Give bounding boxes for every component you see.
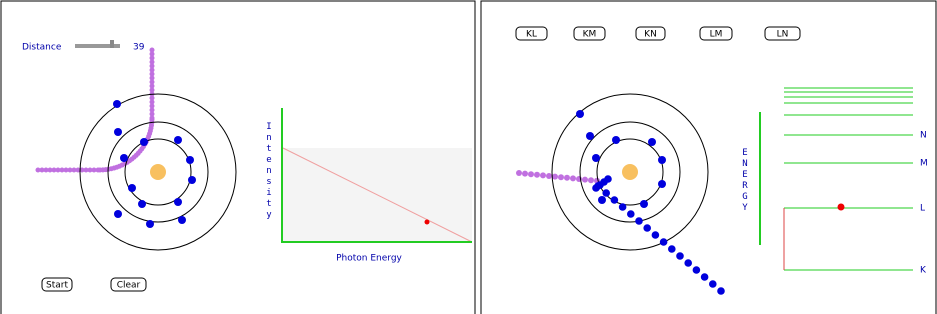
electron-marker	[838, 204, 845, 211]
button[interactable]: Start	[42, 278, 72, 291]
nucleus	[622, 164, 638, 180]
button-label[interactable]: Start	[46, 281, 68, 291]
emitted-electron	[684, 259, 692, 267]
slider-thumb[interactable]	[110, 40, 114, 48]
button-label[interactable]: LN	[777, 30, 789, 40]
electron	[114, 210, 122, 218]
electron	[146, 220, 154, 228]
photon-trail	[516, 170, 522, 176]
level-label: M	[920, 159, 928, 169]
photon-trail	[564, 175, 570, 181]
emitted-electron	[643, 224, 651, 232]
applet: Distance 39 StartClear Photon Energy KLK…	[0, 0, 937, 314]
electron	[658, 180, 666, 188]
photon-trail	[570, 175, 576, 181]
spectrum-point	[425, 220, 430, 225]
scene: Distance 39 StartClear Photon Energy KLK…	[0, 0, 937, 314]
photon-trail	[558, 174, 564, 180]
button-label[interactable]: KN	[644, 30, 657, 40]
emitted-electron	[717, 287, 725, 295]
right-panel-border	[481, 1, 936, 314]
photon-trail	[582, 177, 588, 183]
electron	[140, 138, 148, 146]
emitted-electron	[627, 210, 635, 218]
emitted-electron	[676, 252, 684, 260]
electron	[640, 200, 648, 208]
button-label[interactable]: LM	[710, 30, 723, 40]
emitted-electron	[709, 280, 717, 288]
photon-trail	[552, 174, 558, 180]
electron	[114, 128, 122, 136]
electron	[138, 200, 146, 208]
button[interactable]: LM	[700, 27, 732, 40]
electron	[592, 154, 600, 162]
emitted-electron	[611, 196, 619, 204]
level-label: L	[920, 204, 925, 214]
button-label[interactable]: KM	[583, 30, 597, 40]
emitted-electron	[660, 238, 668, 246]
button[interactable]: KM	[574, 27, 605, 40]
emitted-electron	[652, 231, 660, 239]
button[interactable]: KN	[636, 27, 665, 40]
electron	[186, 156, 194, 164]
photon-trail	[540, 172, 546, 178]
electron	[188, 176, 196, 184]
electron	[174, 136, 182, 144]
electron	[612, 136, 620, 144]
electron	[178, 216, 186, 224]
level-label: N	[920, 131, 927, 141]
electron	[113, 100, 121, 108]
energy-label: ENERGY	[740, 148, 750, 214]
photon-trail	[522, 171, 528, 177]
nucleus	[150, 164, 166, 180]
slider-value: 39	[133, 43, 145, 53]
photon-trail	[546, 173, 552, 179]
electron	[174, 198, 182, 206]
photon-trail	[528, 171, 534, 177]
electron	[128, 184, 136, 192]
emitted-electron	[701, 273, 709, 281]
electron	[586, 132, 594, 140]
electron	[648, 138, 656, 146]
photon-trail	[534, 172, 540, 178]
photon-trail	[150, 48, 155, 53]
button[interactable]: KL	[516, 27, 547, 40]
emitted-electron	[619, 203, 627, 211]
button[interactable]: LN	[765, 27, 800, 40]
y-axis-label: Intensity	[264, 122, 274, 221]
x-axis-label: Photon Energy	[336, 254, 402, 264]
emitted-electron	[602, 189, 610, 197]
emitted-electron	[635, 217, 643, 225]
slider-label: Distance	[22, 43, 62, 53]
emitted-electron	[604, 175, 612, 183]
photon-trail	[588, 177, 594, 183]
level-label: K	[920, 266, 927, 276]
emitted-electron	[668, 245, 676, 253]
emitted-electron	[693, 266, 701, 274]
button-label[interactable]: KL	[526, 30, 537, 40]
electron	[576, 110, 584, 118]
electron	[598, 196, 606, 204]
button[interactable]: Clear	[111, 278, 146, 291]
button-label[interactable]: Clear	[117, 281, 141, 291]
electron	[658, 156, 666, 164]
electron	[120, 154, 128, 162]
